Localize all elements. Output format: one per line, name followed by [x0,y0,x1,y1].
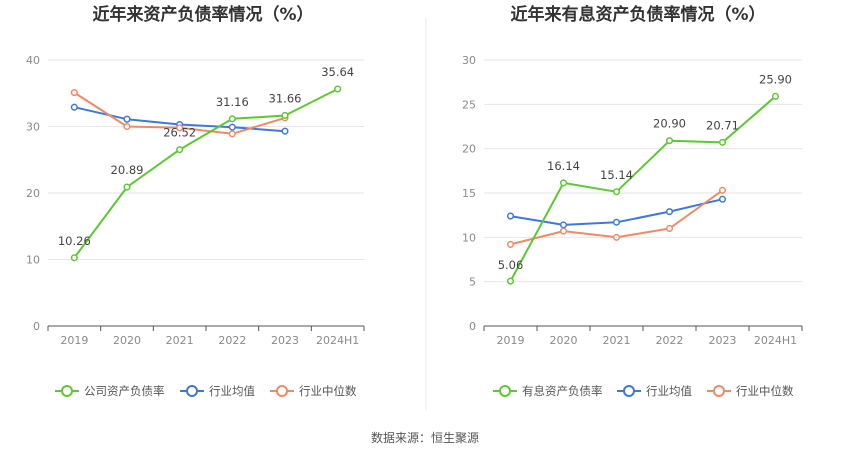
legend-label: 行业中位数 [736,384,794,398]
data-label: 5.06 [498,258,524,272]
data-point-median [228,130,236,138]
data-label: 10.26 [58,234,91,248]
legend-item-median: 行业中位数 [270,384,357,398]
data-point-median [70,89,78,97]
data-point-avg [281,127,289,135]
data-point-median [665,224,674,233]
legend-marker [623,385,635,397]
data-point-company [334,85,342,93]
x-tick-label: 2024H1 [316,334,359,347]
data-point-avg [718,195,727,203]
y-tick-label: 0 [469,320,476,333]
data-point-company [281,111,289,120]
x-tick-label: 2019 [60,334,88,347]
data-label: 31.16 [216,95,249,109]
y-tick-label: 5 [469,276,476,289]
legend-label: 有息资产负债率 [522,384,603,398]
data-point-avg [612,218,621,226]
data-label: 26.52 [163,126,196,140]
x-tick-label: 2020 [550,334,578,347]
data-point-median [718,186,727,194]
y-tick-label: 0 [33,320,40,333]
data-label: 31.66 [269,91,302,105]
data-point-company [771,92,780,100]
data-point-company [665,137,674,145]
y-tick-label: 20 [26,187,40,200]
data-label: 16.14 [547,159,580,173]
legend-marker [499,385,511,397]
data-point-median [176,124,184,132]
legend-item-company: 公司资产负债率 [55,384,165,398]
data-point-avg [506,212,515,220]
legend-label: 行业均值 [646,384,692,398]
y-tick-label: 15 [462,187,476,200]
chart-debt-ratio: 近年来资产负债率情况（%） 0 10 20 30 40 2019 2020 2021 2022 2… [26,4,365,398]
x-tick-label: 2024H1 [754,334,797,347]
chart-title: 近年来资产负债率情况（%） [92,4,313,25]
data-label: 35.64 [321,65,354,79]
data-point-company [176,146,184,154]
data-point-avg [70,103,78,111]
y-tick-label: 20 [462,143,476,156]
data-point-company [506,277,515,285]
y-tick-label: 10 [26,254,40,267]
legend-marker [186,385,198,397]
data-point-company [559,179,568,187]
data-point-company [70,254,78,262]
data-point-avg [665,208,674,216]
legend-label: 公司资产负债率 [84,384,165,398]
x-tick-label: 2020 [113,334,141,347]
x-tick-label: 2019 [497,334,525,347]
series-line-company [73,88,339,259]
data-point-avg [228,123,236,131]
legend-item-median: 行业中位数 [707,384,794,398]
legend-marker [276,385,288,397]
x-tick-label: 2021 [166,334,194,347]
x-tick-label: 2022 [218,334,246,347]
legend-label: 行业均值 [209,384,255,398]
x-tick-label: 2023 [709,334,737,347]
data-label: 25.90 [759,72,792,86]
x-tick-label: 2021 [603,334,631,347]
chart-interest-bearing-debt-ratio: 近年来有息资产负债率情况（%） 0 5 10 15 20 25 30 2019 2020 2021… [462,4,803,398]
data-point-avg [559,221,568,229]
legend-item-company: 有息资产负债率 [493,384,603,398]
y-tick-label: 25 [462,98,476,111]
y-tick-label: 10 [462,231,476,244]
legend-marker [713,385,725,397]
data-point-avg [123,115,131,123]
legend-label: 行业中位数 [299,384,357,398]
data-label: 20.89 [111,163,144,177]
legend-item-avg: 行业均值 [180,384,255,398]
y-tick-label: 40 [26,54,40,67]
data-point-median [559,227,568,235]
chart-title: 近年来有息资产负债率情况（%） [510,4,765,25]
data-point-median [506,240,515,248]
series-line-company [509,95,777,282]
y-tick-label: 30 [462,54,476,67]
legend-item-avg: 行业均值 [617,384,692,398]
x-tick-label: 2023 [271,334,299,347]
data-label: 15.14 [600,168,633,182]
data-label: 20.90 [653,117,686,131]
data-point-company [612,188,621,196]
data-point-company [718,138,727,146]
data-point-median [612,233,621,241]
x-tick-label: 2022 [656,334,684,347]
data-source: 数据来源：恒生聚源 [371,430,479,445]
data-point-median [123,122,131,131]
data-label: 20.71 [706,118,739,132]
legend-marker [61,385,73,397]
data-point-company [123,183,131,191]
data-point-company [228,115,236,123]
y-tick-label: 30 [26,121,40,134]
